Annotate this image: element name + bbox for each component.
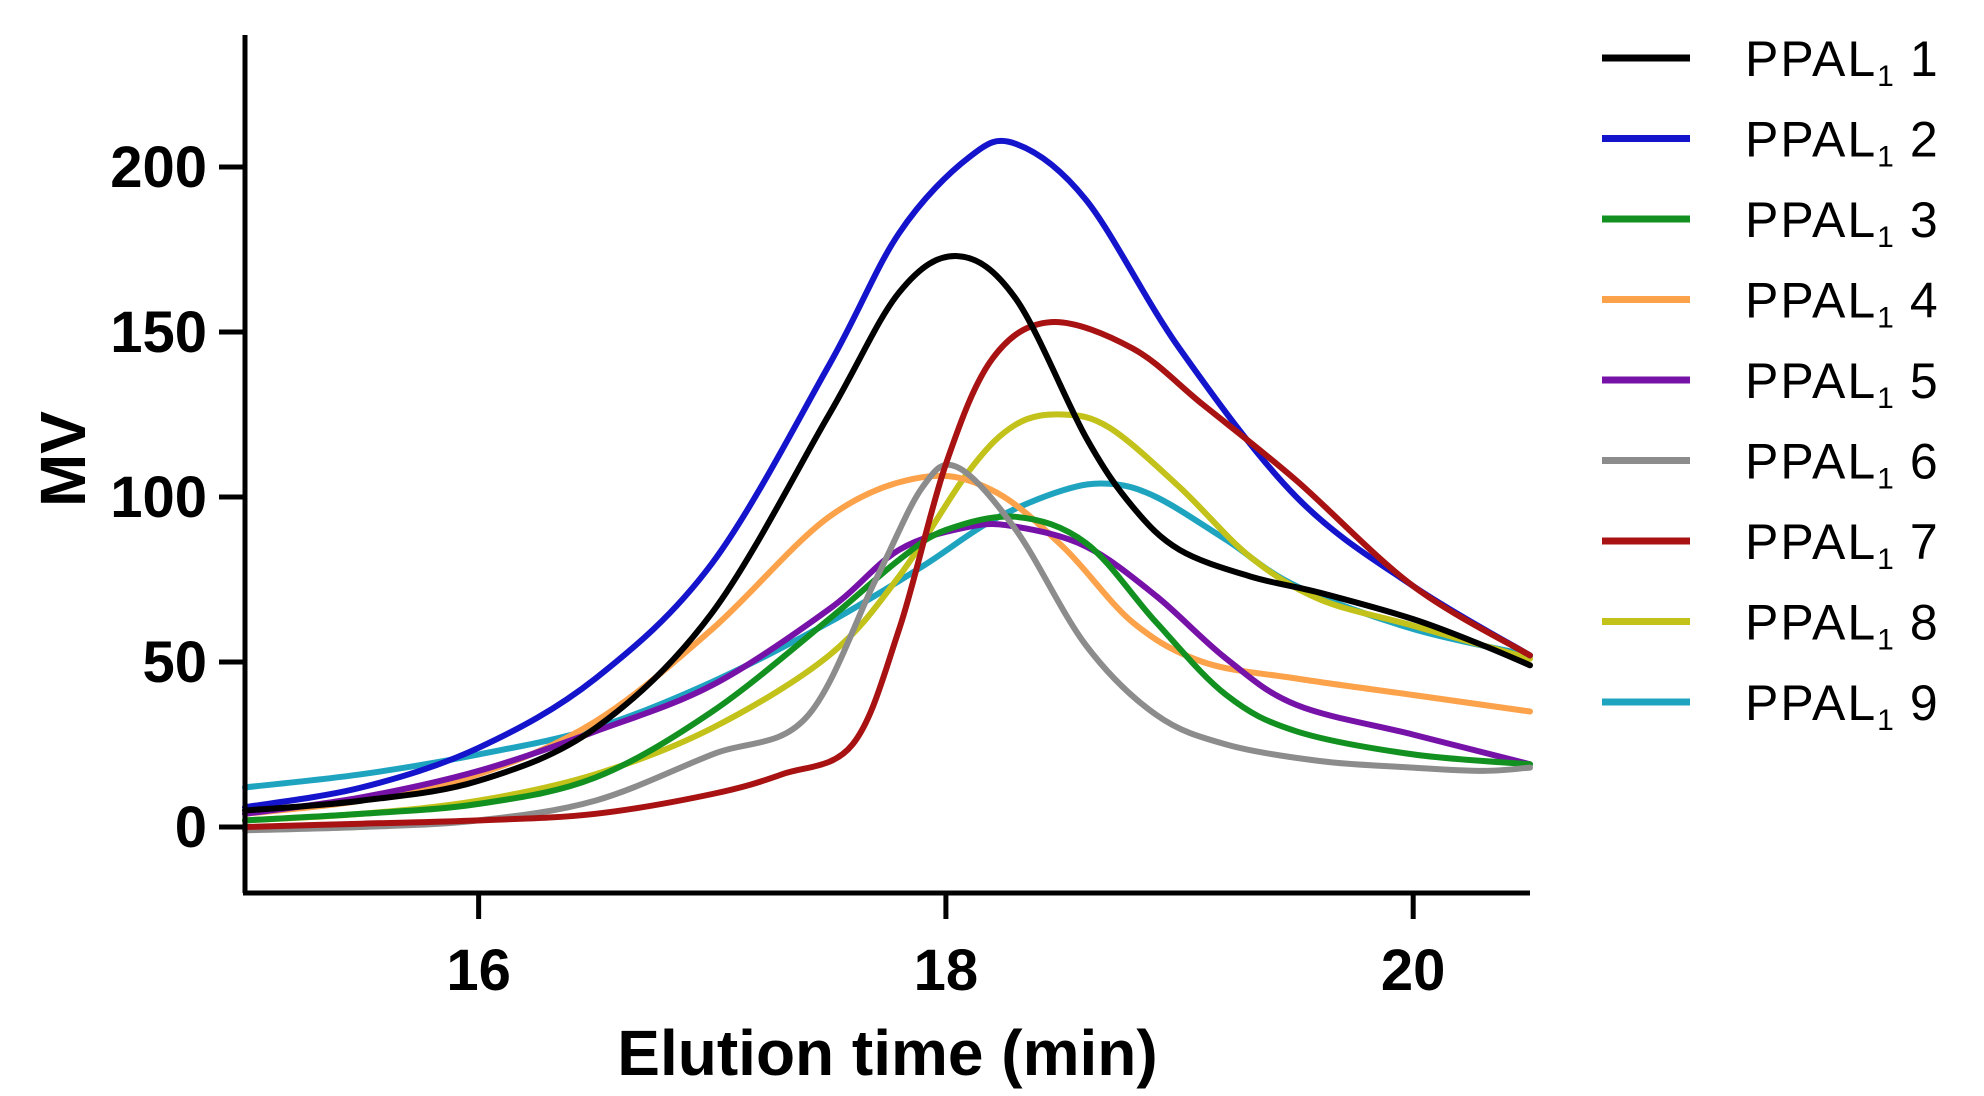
series-line-2: [242, 137, 1533, 811]
legend-label: PPAL1 9: [1745, 675, 1940, 737]
legend-label: PPAL1 1: [1745, 31, 1940, 93]
series-line-7: [242, 319, 1533, 830]
x-tick-label: 16: [446, 938, 511, 1003]
y-tick-label: 50: [142, 630, 207, 695]
legend-item-3: PPAL1 3: [1602, 192, 1940, 254]
legend: PPAL1 1 PPAL1 2 PPAL1 3 PPAL1 4 PPAL1 5 PPAL1 6 PPAL…: [1602, 31, 1940, 737]
legend-label: PPAL1 2: [1745, 112, 1940, 174]
x-tick-label: 18: [914, 938, 979, 1003]
y-tick-label: 0: [175, 795, 207, 860]
legend-label: PPAL1 6: [1745, 434, 1940, 496]
legend-item-4: PPAL1 4: [1602, 273, 1940, 335]
legend-item-8: PPAL1 8: [1602, 595, 1940, 657]
legend-item-1: PPAL1 1: [1602, 31, 1940, 93]
y-tick-label: 150: [110, 300, 207, 365]
legend-item-2: PPAL1 2: [1602, 112, 1940, 174]
legend-item-5: PPAL1 5: [1602, 353, 1940, 415]
series-layer: [242, 137, 1533, 834]
legend-label: PPAL1 5: [1745, 353, 1940, 415]
axes-layer: [242, 35, 1530, 896]
legend-item-9: PPAL1 9: [1602, 675, 1940, 737]
series-line-3: [242, 513, 1533, 824]
series-line-1: [242, 253, 1533, 814]
series-line-6: [242, 461, 1533, 834]
y-tick-label: 200: [110, 135, 207, 200]
x-axis-title: Elution time (min): [617, 1017, 1157, 1089]
y-tick-label: 100: [110, 465, 207, 530]
legend-item-6: PPAL1 6: [1602, 434, 1940, 496]
legend-label: PPAL1 7: [1745, 514, 1940, 576]
x-tick-label: 20: [1381, 938, 1446, 1003]
ticks-layer: 0 50 100 150 200 16 18 20: [110, 135, 1445, 1003]
legend-label: PPAL1 8: [1745, 595, 1940, 657]
legend-item-7: PPAL1 7: [1602, 514, 1940, 576]
legend-label: PPAL1 4: [1745, 273, 1940, 335]
legend-label: PPAL1 3: [1745, 192, 1940, 254]
y-axis-title: MV: [27, 411, 99, 507]
